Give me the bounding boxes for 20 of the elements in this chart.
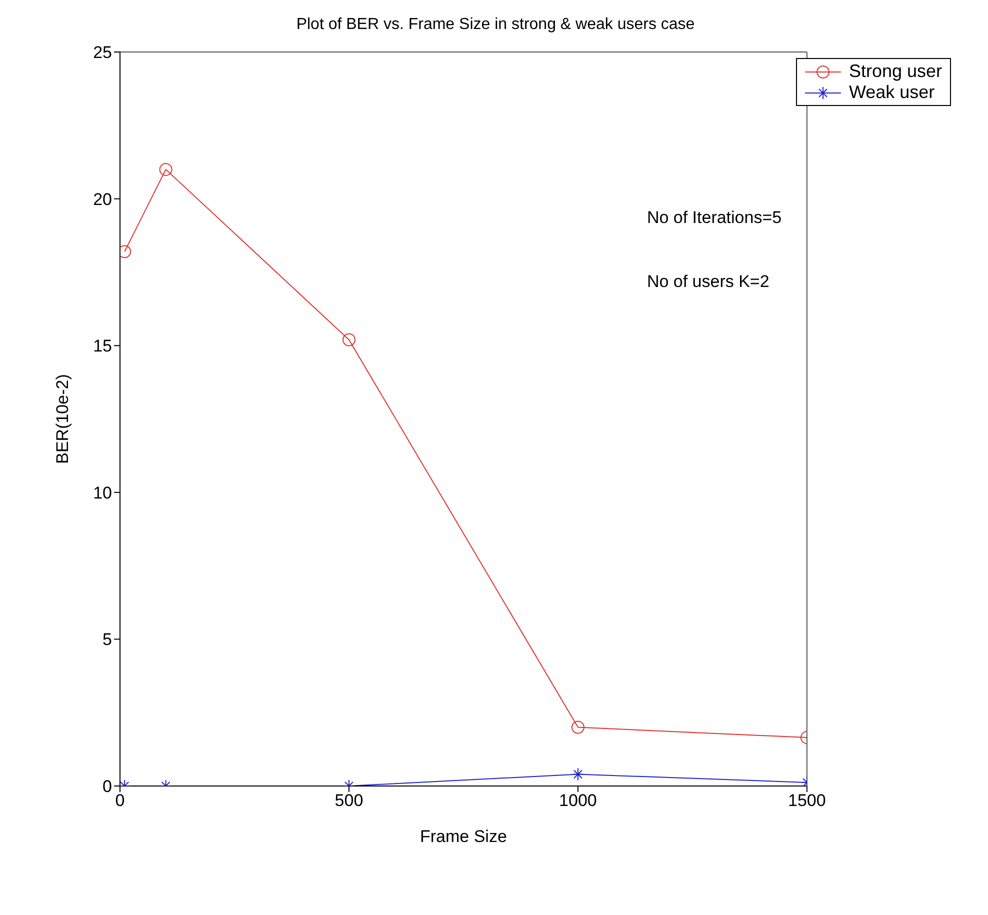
- x-tick-label: 1500: [788, 791, 826, 810]
- x-tick-label: 1000: [559, 791, 597, 810]
- y-axis-title: BER(10e-2): [53, 374, 72, 464]
- legend-label: Strong user: [848, 61, 942, 82]
- point: [571, 720, 584, 734]
- y-tick-label: 25: [93, 43, 112, 62]
- x-tick-label: 500: [334, 791, 364, 810]
- x-axis-title: Frame Size: [420, 827, 507, 846]
- legend-label: Weak user: [848, 82, 935, 103]
- point: [159, 162, 172, 176]
- chart-title: Plot of BER vs. Frame Size in strong & weak users case: [295, 16, 696, 34]
- point: [342, 333, 356, 346]
- y-tick-label: 0: [102, 777, 112, 796]
- y-tick-label: 15: [93, 336, 112, 356]
- y-tick-label: 5: [102, 630, 112, 650]
- y-tick-label: 20: [93, 190, 112, 209]
- annotation: No of users K=2: [646, 272, 770, 292]
- annotation: No of Iterations=5: [646, 208, 782, 228]
- y-tick-label: 10: [93, 483, 112, 502]
- x-tick-label: 0: [115, 791, 125, 810]
